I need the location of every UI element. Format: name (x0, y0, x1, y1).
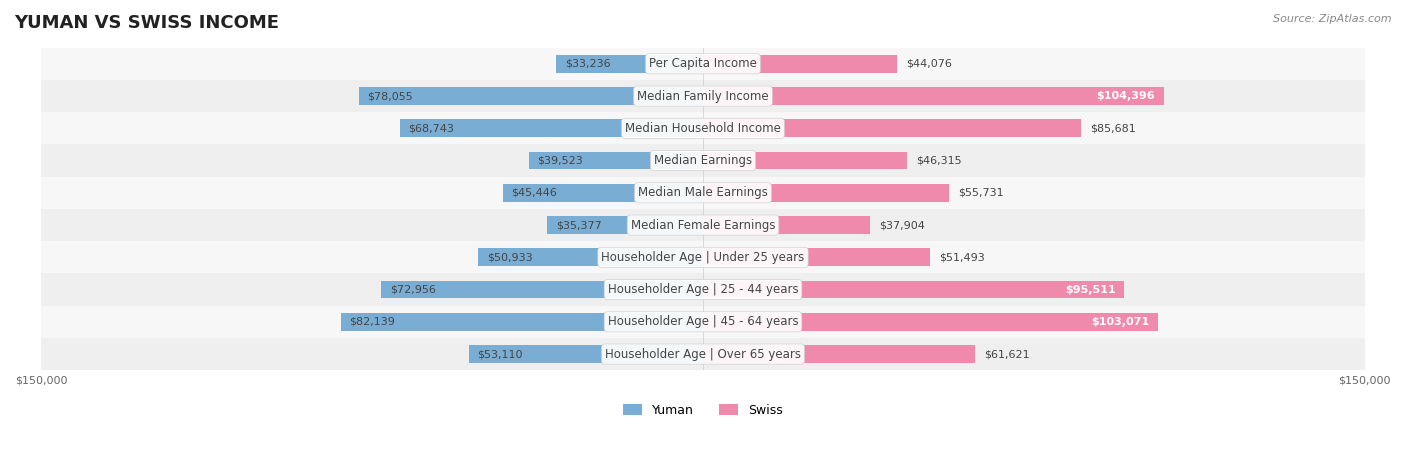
FancyBboxPatch shape (468, 345, 703, 363)
Legend: Yuman, Swiss: Yuman, Swiss (619, 399, 787, 422)
Text: $39,523: $39,523 (537, 156, 583, 166)
Text: Median Family Income: Median Family Income (637, 90, 769, 103)
Text: Per Capita Income: Per Capita Income (650, 57, 756, 71)
FancyBboxPatch shape (703, 281, 1125, 298)
FancyBboxPatch shape (41, 112, 1365, 144)
Text: $82,139: $82,139 (350, 317, 395, 327)
FancyBboxPatch shape (359, 87, 703, 105)
FancyBboxPatch shape (703, 120, 1081, 137)
Text: $85,681: $85,681 (1090, 123, 1136, 133)
FancyBboxPatch shape (41, 209, 1365, 241)
Text: $53,110: $53,110 (478, 349, 523, 359)
FancyBboxPatch shape (529, 152, 703, 170)
Text: Householder Age | 45 - 64 years: Householder Age | 45 - 64 years (607, 315, 799, 328)
FancyBboxPatch shape (41, 80, 1365, 112)
Text: Householder Age | Under 25 years: Householder Age | Under 25 years (602, 251, 804, 264)
FancyBboxPatch shape (41, 177, 1365, 209)
Text: $46,315: $46,315 (917, 156, 962, 166)
Text: $44,076: $44,076 (907, 59, 952, 69)
Text: Median Male Earnings: Median Male Earnings (638, 186, 768, 199)
FancyBboxPatch shape (41, 274, 1365, 306)
FancyBboxPatch shape (399, 120, 703, 137)
Text: Median Male Earnings: Median Male Earnings (638, 186, 768, 199)
Text: Householder Age | 45 - 64 years: Householder Age | 45 - 64 years (607, 315, 799, 328)
Text: Householder Age | Under 25 years: Householder Age | Under 25 years (602, 251, 804, 264)
Text: Median Family Income: Median Family Income (637, 90, 769, 103)
Text: $103,071: $103,071 (1091, 317, 1149, 327)
Text: $72,956: $72,956 (389, 284, 436, 295)
Text: Median Female Earnings: Median Female Earnings (631, 219, 775, 232)
FancyBboxPatch shape (547, 216, 703, 234)
Text: Median Earnings: Median Earnings (654, 154, 752, 167)
Text: $95,511: $95,511 (1064, 284, 1115, 295)
Text: Householder Age | Over 65 years: Householder Age | Over 65 years (605, 347, 801, 361)
FancyBboxPatch shape (703, 216, 870, 234)
Text: Median Household Income: Median Household Income (626, 122, 780, 135)
Text: $37,904: $37,904 (879, 220, 925, 230)
Text: $104,396: $104,396 (1097, 91, 1154, 101)
Text: $68,743: $68,743 (409, 123, 454, 133)
FancyBboxPatch shape (703, 248, 931, 266)
Text: $50,933: $50,933 (486, 252, 533, 262)
FancyBboxPatch shape (703, 55, 897, 73)
Text: Per Capita Income: Per Capita Income (650, 57, 756, 71)
FancyBboxPatch shape (381, 281, 703, 298)
FancyBboxPatch shape (41, 241, 1365, 274)
Text: Median Earnings: Median Earnings (654, 154, 752, 167)
FancyBboxPatch shape (478, 248, 703, 266)
FancyBboxPatch shape (340, 313, 703, 331)
FancyBboxPatch shape (41, 48, 1365, 80)
Text: $51,493: $51,493 (939, 252, 984, 262)
Text: Householder Age | 25 - 44 years: Householder Age | 25 - 44 years (607, 283, 799, 296)
FancyBboxPatch shape (41, 144, 1365, 177)
FancyBboxPatch shape (703, 184, 949, 202)
Text: $61,621: $61,621 (984, 349, 1029, 359)
FancyBboxPatch shape (703, 152, 907, 170)
Text: $78,055: $78,055 (367, 91, 413, 101)
FancyBboxPatch shape (502, 184, 703, 202)
Text: Householder Age | Over 65 years: Householder Age | Over 65 years (605, 347, 801, 361)
FancyBboxPatch shape (41, 338, 1365, 370)
Text: $33,236: $33,236 (565, 59, 610, 69)
Text: Source: ZipAtlas.com: Source: ZipAtlas.com (1274, 14, 1392, 24)
FancyBboxPatch shape (557, 55, 703, 73)
Text: $55,731: $55,731 (957, 188, 1004, 198)
Text: Median Household Income: Median Household Income (626, 122, 780, 135)
FancyBboxPatch shape (703, 345, 974, 363)
FancyBboxPatch shape (41, 306, 1365, 338)
FancyBboxPatch shape (703, 87, 1164, 105)
Text: Householder Age | 25 - 44 years: Householder Age | 25 - 44 years (607, 283, 799, 296)
Text: Median Female Earnings: Median Female Earnings (631, 219, 775, 232)
Text: YUMAN VS SWISS INCOME: YUMAN VS SWISS INCOME (14, 14, 278, 32)
FancyBboxPatch shape (703, 313, 1157, 331)
Text: $45,446: $45,446 (512, 188, 557, 198)
Text: $35,377: $35,377 (555, 220, 602, 230)
